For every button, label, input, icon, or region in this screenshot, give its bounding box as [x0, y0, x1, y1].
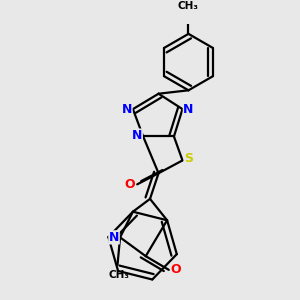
- Text: O: O: [125, 178, 136, 191]
- Text: CH₃: CH₃: [178, 1, 199, 11]
- Text: N: N: [109, 231, 119, 244]
- Text: S: S: [184, 152, 193, 165]
- Text: O: O: [170, 263, 181, 276]
- Text: N: N: [183, 103, 194, 116]
- Text: CH₃: CH₃: [109, 270, 130, 280]
- Text: N: N: [122, 103, 132, 116]
- Text: N: N: [132, 129, 142, 142]
